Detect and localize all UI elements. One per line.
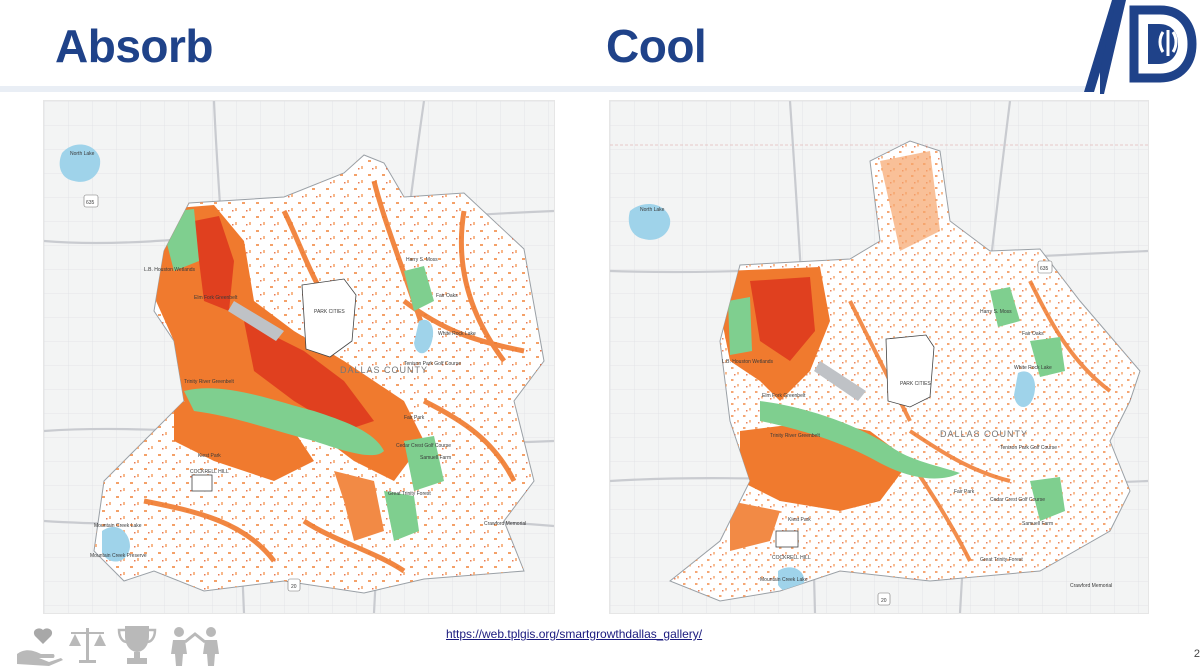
fair-park-label: Fair Park bbox=[954, 489, 975, 495]
lb-houston-label: L.B. Houston Wetlands bbox=[144, 267, 196, 273]
priority-corridors bbox=[848, 280, 1112, 562]
great-trinity-forest bbox=[384, 491, 419, 541]
i20-shield: 20 bbox=[287, 578, 301, 592]
park-cities-label: PARK CITIES bbox=[900, 381, 931, 387]
crawford-label: Crawford Memorial bbox=[484, 521, 526, 527]
trophy-icon bbox=[117, 626, 157, 664]
kiest-label: Kiest Park bbox=[198, 453, 221, 459]
mountain-creek-lake-label: Mountain Creek Lake bbox=[760, 577, 808, 583]
svg-text:20: 20 bbox=[291, 584, 297, 590]
love-field-airport bbox=[814, 361, 866, 401]
harry-moss-label: Harry S. Moss bbox=[980, 309, 1012, 315]
county-label: DALLAS COUNTY bbox=[940, 429, 1028, 439]
header-banner bbox=[0, 0, 1122, 92]
cool-title: Cool bbox=[606, 20, 707, 72]
svg-text:635: 635 bbox=[86, 200, 95, 206]
priority-high-area bbox=[750, 277, 815, 361]
park-cities-label: PARK CITIES bbox=[314, 309, 345, 315]
footer-icon-strip bbox=[17, 626, 219, 666]
north-lake-label: North Lake bbox=[640, 207, 665, 213]
i20-shield: 20 bbox=[877, 592, 891, 606]
fair-oaks-label: Fair Oaks bbox=[1022, 331, 1044, 337]
samuell-farm-label: Samuell Farm bbox=[1022, 521, 1053, 527]
harry-moss-park bbox=[404, 266, 434, 311]
park-cities-boundary bbox=[301, 278, 357, 358]
north-lake-label: North Lake bbox=[70, 151, 95, 157]
svg-text:20: 20 bbox=[881, 598, 887, 604]
tenison-label: Tenison Park Golf Course bbox=[1000, 445, 1057, 451]
svg-text:635: 635 bbox=[1040, 266, 1049, 272]
white-rock-lake bbox=[414, 319, 434, 354]
fair-oaks-label: Fair Oaks bbox=[436, 293, 458, 299]
priority-south-area bbox=[174, 401, 314, 481]
north-lake bbox=[628, 204, 671, 240]
white-rock-lake bbox=[1014, 371, 1036, 407]
kiest-label: Kiest Park bbox=[788, 517, 811, 523]
great-trinity-forest bbox=[1030, 477, 1065, 521]
elm-fork-greenbelt bbox=[728, 297, 752, 355]
i635-shield: 635 bbox=[83, 194, 99, 208]
crawford-label: Crawford Memorial bbox=[1070, 583, 1112, 589]
cool-map[interactable]: North Lake PARK CITI bbox=[609, 100, 1149, 614]
trinity-label: Trinity River Greenbelt bbox=[184, 379, 234, 385]
lb-houston-label: L.B. Houston Wetlands bbox=[722, 359, 774, 365]
trinity-label: Trinity River Greenbelt bbox=[770, 433, 820, 439]
dallas-logo bbox=[1100, 0, 1200, 100]
gallery-link[interactable]: https://web.tplgis.org/smartgrowthdallas… bbox=[446, 627, 703, 641]
white-rock-label: White Rock Lake bbox=[438, 331, 476, 337]
cedar-crest-label: Cedar Crest Golf Course bbox=[990, 497, 1045, 503]
page-number: 2 bbox=[1193, 648, 1200, 660]
cedar-crest-label: Cedar Crest Golf Course bbox=[396, 443, 451, 449]
hand-care-icon bbox=[17, 628, 63, 666]
fair-oaks-park bbox=[1030, 337, 1065, 377]
trinity-river-greenbelt bbox=[760, 401, 960, 479]
people-icon bbox=[171, 627, 219, 666]
priority-southwest-area bbox=[730, 501, 780, 551]
banner-stripe bbox=[0, 86, 1090, 92]
trinity-river-greenbelt bbox=[184, 388, 384, 456]
mountain-creek-lake bbox=[102, 526, 130, 562]
absorb-map[interactable]: North Lake bbox=[43, 100, 555, 614]
samuell-farm-label: Samuell Farm bbox=[420, 455, 451, 461]
great-trinity-label: Great Trinity Forest bbox=[388, 491, 431, 497]
white-rock-label: White Rock Lake bbox=[1014, 365, 1052, 371]
priority-southeast-area bbox=[334, 471, 384, 541]
north-lake bbox=[59, 144, 101, 182]
great-trinity-label: Great Trinity Forest bbox=[980, 557, 1023, 563]
county-label: DALLAS COUNTY bbox=[340, 365, 428, 375]
cockrell-hill-boundary bbox=[775, 530, 799, 548]
mountain-creek-preserve-label: Mountain Creek Preserve bbox=[90, 553, 147, 559]
scales-icon bbox=[69, 628, 106, 663]
cockrell-hill-boundary bbox=[191, 474, 213, 492]
fair-park bbox=[404, 436, 444, 491]
i635-shield: 635 bbox=[1037, 260, 1053, 274]
absorb-title: Absorb bbox=[55, 20, 214, 72]
cockrell-label: COCKRELL HILL bbox=[190, 469, 229, 475]
harry-moss-label: Harry S. Moss bbox=[406, 257, 438, 263]
mountain-creek-lake-label: Mountain Creek Lake bbox=[94, 523, 142, 529]
love-field-airport bbox=[228, 301, 284, 341]
harry-moss-park bbox=[990, 287, 1020, 327]
elm-fork-label: Elm Fork Greenbelt bbox=[762, 393, 806, 399]
park-cities-boundary bbox=[885, 334, 935, 408]
fair-park-label: Fair Park bbox=[404, 415, 425, 421]
elm-fork-label: Elm Fork Greenbelt bbox=[194, 295, 238, 301]
cockrell-label: COCKRELL HILL bbox=[772, 555, 811, 561]
priority-high-area bbox=[194, 216, 374, 431]
tenison-label: Tenison Park Golf Course bbox=[404, 361, 461, 367]
priority-north-area bbox=[880, 151, 940, 251]
